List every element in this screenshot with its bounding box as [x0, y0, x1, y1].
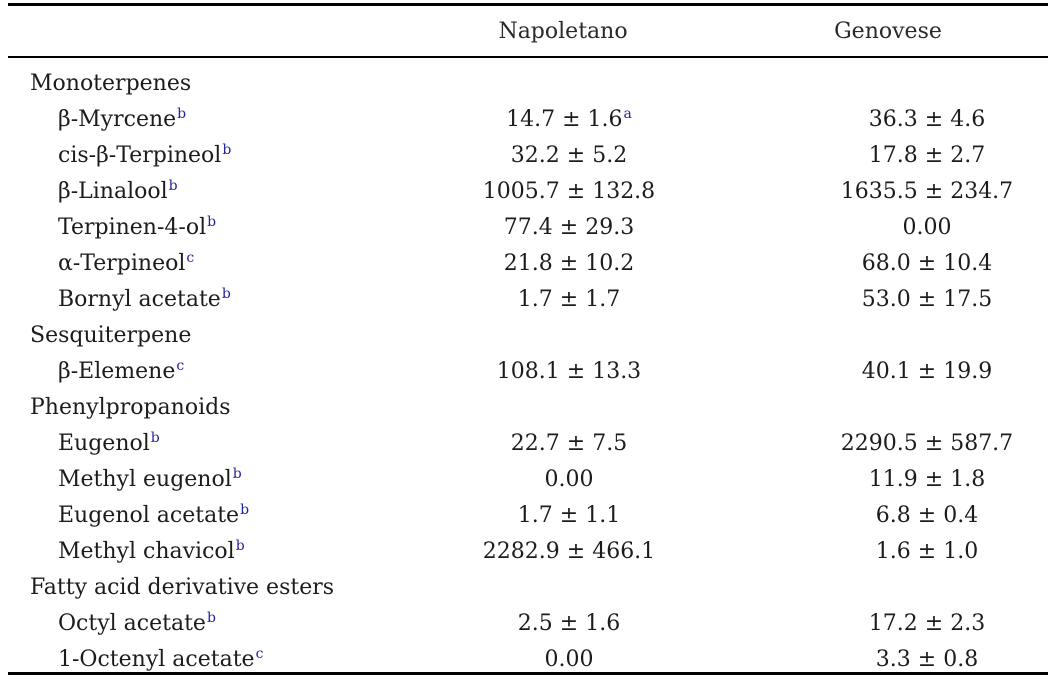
compound-row: Eugenolb 22.7 ± 7.5 2290.5 ± 587.7	[8, 425, 1048, 461]
compound-row: Methyl chavicolb 2282.9 ± 466.1 1.6 ± 1.0	[8, 533, 1048, 569]
compound-name: 1-Octenyl acetatec	[58, 645, 264, 672]
category-label: Sesquiterpene	[30, 322, 192, 348]
genovese-value: 36.3 ± 4.6	[868, 106, 986, 132]
compound-name: Eugenol acetateb	[58, 501, 250, 528]
compound-name: Bornyl acetateb	[58, 285, 231, 312]
footnote-marker: b	[240, 501, 250, 518]
table-body: Monoterpenes β-Myrceneb 14.7 ± 1.6a 36.3 ± …	[8, 57, 1048, 677]
napoletano-value: 22.7 ± 7.5	[510, 430, 628, 456]
compound-row: Bornyl acetateb 1.7 ± 1.7 53.0 ± 17.5	[8, 281, 1048, 317]
napoletano-value: 108.1 ± 13.3	[496, 358, 642, 384]
napoletano-value: 32.2 ± 5.2	[510, 142, 628, 168]
genovese-value: 17.8 ± 2.7	[868, 142, 986, 168]
genovese-value: 40.1 ± 19.9	[861, 358, 993, 384]
header-row: Napoletano Genovese	[8, 6, 1048, 58]
category-label: Monoterpenes	[30, 70, 192, 96]
category-label: Fatty acid derivative esters	[30, 574, 335, 600]
header-compound-column	[8, 6, 398, 58]
header-napoletano: Napoletano	[398, 6, 728, 58]
category-row: Fatty acid derivative esters	[8, 569, 1048, 605]
napoletano-value: 14.7 ± 1.6a	[506, 105, 632, 132]
compound-name: β-Linaloolb	[58, 177, 178, 204]
footnote-marker: a	[623, 105, 632, 122]
genovese-value: 17.2 ± 2.3	[868, 610, 986, 636]
compound-row: Octyl acetateb 2.5 ± 1.6 17.2 ± 2.3	[8, 605, 1048, 641]
genovese-value: 6.8 ± 0.4	[875, 502, 979, 528]
compound-name: α-Terpineolc	[58, 249, 195, 276]
footnote-marker: b	[207, 213, 217, 230]
footnote-marker: b	[177, 105, 187, 122]
compound-row: Eugenol acetateb 1.7 ± 1.1 6.8 ± 0.4	[8, 497, 1048, 533]
compound-row: β-Linaloolb 1005.7 ± 132.8 1635.5 ± 234.7	[8, 173, 1048, 209]
compound-name: Octyl acetateb	[58, 609, 216, 636]
compound-row: cis-β-Terpineolb 32.2 ± 5.2 17.8 ± 2.7	[8, 137, 1048, 173]
footnote-marker: c	[255, 645, 264, 662]
table-header: Napoletano Genovese	[8, 6, 1048, 58]
compound-row: Terpinen-4-olb 77.4 ± 29.3 0.00	[8, 209, 1048, 245]
genovese-value: 1.6 ± 1.0	[875, 538, 979, 564]
genovese-value: 68.0 ± 10.4	[861, 250, 993, 276]
napoletano-value: 21.8 ± 10.2	[503, 250, 635, 276]
napoletano-value: 77.4 ± 29.3	[503, 214, 635, 240]
footnote-marker: b	[221, 285, 231, 302]
footnote-marker: b	[168, 177, 178, 194]
napoletano-value: 1.7 ± 1.1	[517, 502, 621, 528]
footnote-marker: b	[232, 465, 242, 482]
compound-row: α-Terpineolc 21.8 ± 10.2 68.0 ± 10.4	[8, 245, 1048, 281]
genovese-value: 0.00	[902, 214, 952, 240]
category-label: Phenylpropanoids	[30, 394, 231, 420]
table-container: Napoletano Genovese Monoterpenes β-Myrcen…	[8, 3, 1048, 675]
compound-row: 1-Octenyl acetatec 0.00 3.3 ± 0.8	[8, 641, 1048, 677]
napoletano-value: 1.7 ± 1.7	[517, 286, 621, 312]
header-genovese: Genovese	[728, 6, 1048, 58]
footnote-marker: b	[206, 609, 216, 626]
compound-name: Eugenolb	[58, 429, 160, 456]
footnote-marker: c	[176, 357, 185, 374]
genovese-value: 11.9 ± 1.8	[868, 466, 986, 492]
napoletano-value: 0.00	[544, 466, 594, 492]
napoletano-value: 2282.9 ± 466.1	[482, 538, 656, 564]
genovese-value: 1635.5 ± 234.7	[840, 178, 1014, 204]
compound-name: Terpinen-4-olb	[58, 213, 217, 240]
compound-concentration-table: Napoletano Genovese Monoterpenes β-Myrcen…	[8, 6, 1048, 677]
footnote-marker: b	[235, 537, 245, 554]
napoletano-value: 0.00	[544, 646, 594, 672]
compound-name: cis-β-Terpineolb	[58, 141, 232, 168]
footnote-marker: b	[222, 141, 232, 158]
genovese-value: 53.0 ± 17.5	[861, 286, 993, 312]
category-row: Phenylpropanoids	[8, 389, 1048, 425]
category-row: Monoterpenes	[8, 57, 1048, 101]
compound-name: β-Elemenec	[58, 357, 185, 384]
compound-name: Methyl eugenolb	[58, 465, 242, 492]
napoletano-value: 1005.7 ± 132.8	[482, 178, 656, 204]
napoletano-value: 2.5 ± 1.6	[517, 610, 621, 636]
compound-name: Methyl chavicolb	[58, 537, 245, 564]
genovese-value: 3.3 ± 0.8	[875, 646, 979, 672]
compound-name: β-Myrceneb	[58, 105, 187, 132]
compound-row: β-Elemenec 108.1 ± 13.3 40.1 ± 19.9	[8, 353, 1048, 389]
compound-row: β-Myrceneb 14.7 ± 1.6a 36.3 ± 4.6	[8, 101, 1048, 137]
footnote-marker: b	[150, 429, 160, 446]
category-row: Sesquiterpene	[8, 317, 1048, 353]
footnote-marker: c	[186, 249, 195, 266]
genovese-value: 2290.5 ± 587.7	[840, 430, 1014, 456]
compound-row: Methyl eugenolb 0.00 11.9 ± 1.8	[8, 461, 1048, 497]
